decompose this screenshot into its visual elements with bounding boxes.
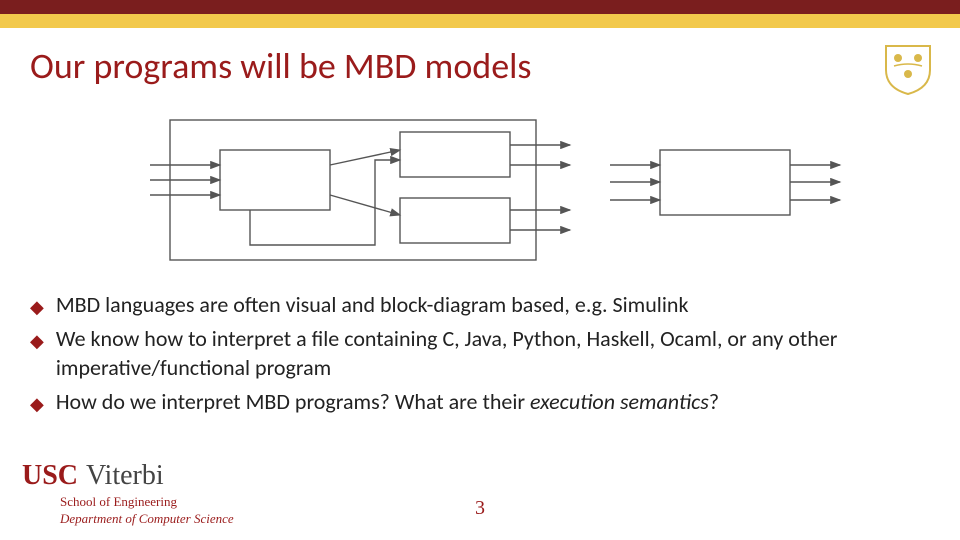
bullet-text: How do we interpret MBD programs? What a… [56, 387, 930, 417]
page-number: 3 [475, 497, 485, 520]
footer-viterbi-text: Viterbi [86, 460, 164, 491]
footer-dept: Department of Computer Science [60, 511, 234, 528]
bullet-list: ◆ MBD languages are often visual and bloc… [30, 290, 930, 421]
bullet-item: ◆ We know how to interpret a file contain… [30, 324, 930, 383]
bullet-item: ◆ How do we interpret MBD programs? What … [30, 387, 930, 417]
bullet-text: MBD languages are often visual and block… [56, 290, 930, 320]
bullet-marker-icon: ◆ [30, 392, 44, 416]
bullet-text: We know how to interpret a file containi… [56, 324, 930, 383]
bullet-item: ◆ MBD languages are often visual and bloc… [30, 290, 930, 320]
block-diagram [150, 110, 850, 270]
bullet-marker-icon: ◆ [30, 329, 44, 353]
footer-sublines: School of Engineering Department of Comp… [60, 494, 234, 528]
header-bar-dark [0, 0, 960, 14]
header-bar-gold [0, 14, 960, 28]
footer-logo: USC Viterbi [22, 460, 164, 492]
usc-shield-icon [880, 40, 936, 96]
footer-usc-text: USC [22, 460, 78, 491]
slide-title: Our programs will be MBD models [0, 28, 960, 88]
footer-school: School of Engineering [60, 494, 234, 511]
bullet-marker-icon: ◆ [30, 295, 44, 319]
